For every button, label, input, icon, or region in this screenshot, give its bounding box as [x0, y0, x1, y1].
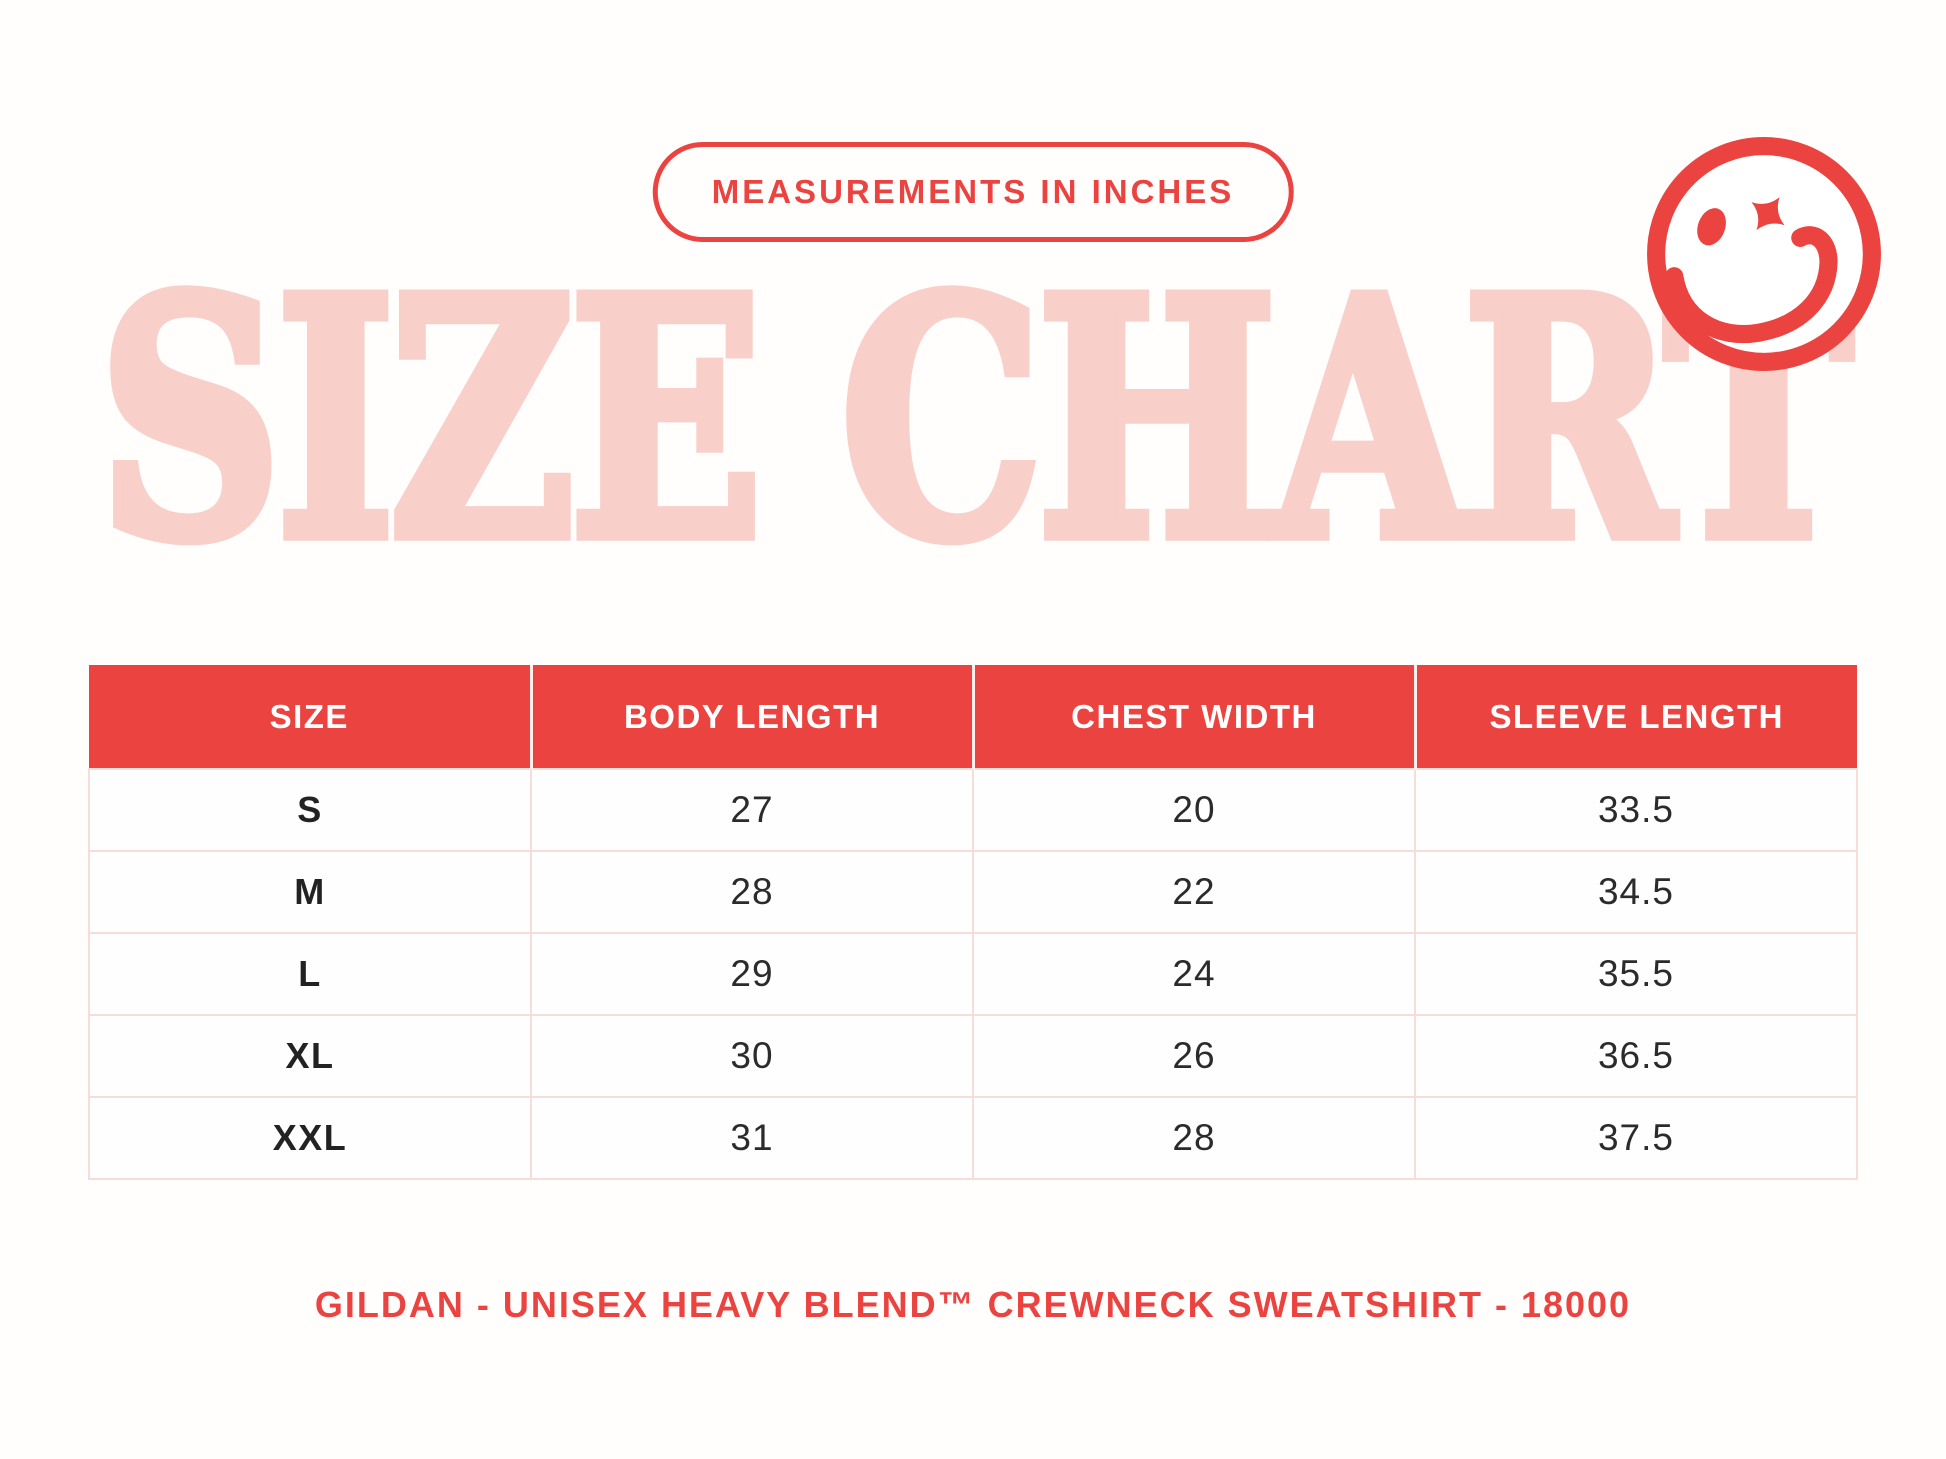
- header-row: SIZE BODY LENGTH CHEST WIDTH SLEEVE LENG…: [89, 665, 1857, 769]
- size-cell: XXL: [88, 1096, 532, 1180]
- col-header-chest-width: CHEST WIDTH: [971, 665, 1415, 769]
- chest-width-cell: 20: [972, 768, 1416, 852]
- table-row-xl: XL 30 26 36.5: [88, 1014, 1858, 1098]
- chest-width-cell: 28: [972, 1096, 1416, 1180]
- body-length-cell: 28: [530, 850, 974, 934]
- col-header-size: SIZE: [89, 665, 531, 769]
- table-row-xxl: XXL 31 28 37.5: [88, 1096, 1858, 1180]
- sleeve-length-cell: 37.5: [1414, 1096, 1858, 1180]
- body-length-cell: 31: [530, 1096, 974, 1180]
- product-name-label: GILDAN - UNISEX HEAVY BLEND™ CREWNECK SW…: [314, 1284, 1632, 1325]
- sleeve-length-cell: 35.5: [1414, 932, 1858, 1016]
- chest-width-cell: 26: [972, 1014, 1416, 1098]
- size-table-header: SIZE BODY LENGTH CHEST WIDTH SLEEVE LENG…: [89, 665, 1857, 769]
- table-row-m: M 28 22 34.5: [88, 850, 1858, 934]
- sleeve-length-cell: 33.5: [1414, 768, 1858, 852]
- size-table: SIZE BODY LENGTH CHEST WIDTH SLEEVE LENG…: [88, 665, 1858, 1180]
- sleeve-length-cell: 36.5: [1414, 1014, 1858, 1098]
- table-row-s: S 27 20 33.5: [88, 768, 1858, 852]
- chest-width-cell: 24: [972, 932, 1416, 1016]
- size-table-body: S 27 20 33.5 M 28 22 34.5 L 29 24 35.5 X…: [88, 768, 1858, 1180]
- table-row-l: L 29 24 35.5: [88, 932, 1858, 1016]
- size-cell: L: [88, 932, 532, 1016]
- size-cell: S: [88, 768, 532, 852]
- measurements-badge: MEASUREMENTS IN INCHES: [652, 142, 1294, 242]
- body-length-cell: 27: [530, 768, 974, 852]
- size-cell: XL: [88, 1014, 532, 1098]
- body-length-cell: 29: [530, 932, 974, 1016]
- winking-smiley-icon: [1643, 133, 1885, 375]
- body-length-cell: 30: [530, 1014, 974, 1098]
- page-title: SIZE CHART: [93, 227, 1857, 613]
- chest-width-cell: 22: [972, 850, 1416, 934]
- measurements-badge-label: MEASUREMENTS IN INCHES: [711, 173, 1235, 210]
- col-header-sleeve-length: SLEEVE LENGTH: [1413, 665, 1857, 769]
- col-header-body-length: BODY LENGTH: [529, 665, 973, 769]
- sleeve-length-cell: 34.5: [1414, 850, 1858, 934]
- size-cell: M: [88, 850, 532, 934]
